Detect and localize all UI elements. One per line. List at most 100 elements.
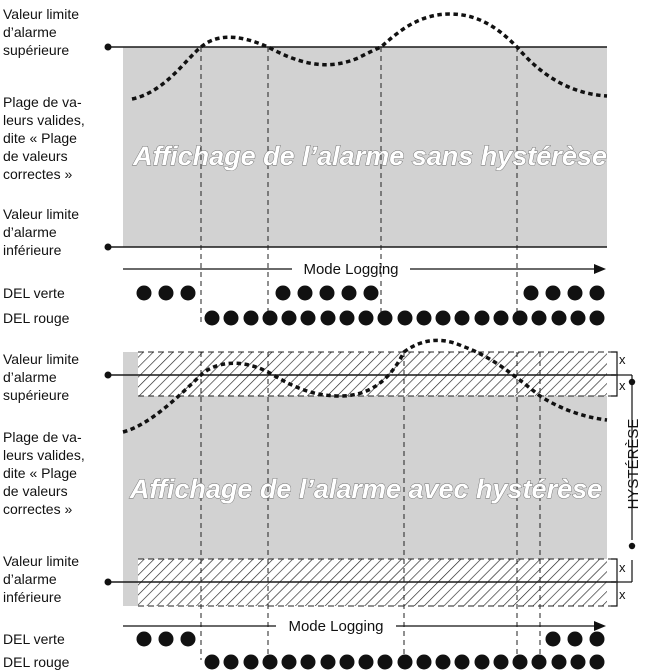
led-dot: [512, 654, 528, 670]
led-dot: [243, 310, 259, 326]
led-dot: [281, 310, 297, 326]
led-dot: [570, 654, 586, 670]
led-dot: [454, 310, 470, 326]
lower-limit-label: Valeur limite d’alarme inférieure: [3, 206, 79, 258]
led-dot: [551, 310, 567, 326]
label-line: dite « Plage: [3, 130, 77, 146]
led-dot: [567, 285, 583, 301]
led-dot: [158, 631, 174, 647]
led-dot: [341, 285, 357, 301]
led-dot: [589, 631, 605, 647]
label-line: Plage de va-: [3, 429, 82, 445]
mode-logging-label: Mode Logging: [288, 618, 383, 635]
green-led-label: DEL verte: [3, 631, 65, 647]
alarm-title: Affichage de l’alarme sans hystérèse: [132, 141, 607, 171]
led-dot: [589, 310, 605, 326]
red-led-row: [204, 310, 605, 326]
led-dot: [454, 654, 470, 670]
valid-range-label: Plage de va- leurs valides, dite « Plage…: [3, 429, 85, 517]
led-dot: [319, 285, 335, 301]
green-led-row: [136, 631, 605, 647]
led-dot: [416, 654, 432, 670]
label-line: de valeurs: [3, 483, 68, 499]
upper-limit-label: Valeur limite d’alarme supérieure: [3, 6, 79, 58]
label-line: d’alarme: [3, 224, 57, 240]
led-dot: [435, 310, 451, 326]
led-dot: [512, 310, 528, 326]
led-dot: [297, 285, 313, 301]
led-dot: [531, 654, 547, 670]
hysteresis-dot-bottom: [628, 542, 636, 550]
led-dot: [358, 310, 374, 326]
label-line: inférieure: [3, 589, 62, 605]
valid-range-label: Plage de va- leurs valides, dite « Plage…: [3, 94, 85, 182]
hysteresis-dot-top: [628, 378, 636, 386]
panel-without-hysteresis: Affichage de l’alarme sans hystérèse Val…: [3, 6, 607, 326]
led-dot: [358, 654, 374, 670]
x-mark-1: x: [619, 352, 626, 367]
lower-limit-dot: [104, 578, 112, 586]
led-dot: [545, 285, 561, 301]
x-mark-4: x: [619, 587, 626, 602]
mode-logging-label: Mode Logging: [303, 261, 398, 278]
crossing-markers: [200, 47, 518, 322]
led-dot: [493, 654, 509, 670]
led-dot: [180, 631, 196, 647]
led-dot: [320, 654, 336, 670]
led-dot: [339, 310, 355, 326]
led-dot: [243, 654, 259, 670]
led-dot: [262, 310, 278, 326]
led-dot: [397, 654, 413, 670]
upper-limit-dot: [104, 371, 112, 379]
label-line: inférieure: [3, 242, 62, 258]
hysteresis-bounds: [138, 351, 611, 607]
led-dot: [262, 654, 278, 670]
led-dot: [136, 631, 152, 647]
led-dot: [397, 310, 413, 326]
red-led-label: DEL rouge: [3, 654, 70, 670]
led-dot: [589, 285, 605, 301]
led-dot: [435, 654, 451, 670]
led-dot: [223, 310, 239, 326]
led-dot: [551, 654, 567, 670]
led-dot: [180, 285, 196, 301]
label-line: Valeur limite: [3, 6, 79, 22]
mode-logging-arrow: Mode Logging: [123, 261, 606, 278]
panel-with-hysteresis: Affichage de l’alarme avec hystérèse Val…: [3, 338, 642, 670]
led-dot: [531, 310, 547, 326]
led-dot: [474, 654, 490, 670]
led-dot: [377, 654, 393, 670]
label-line: correctes »: [3, 166, 72, 182]
label-line: leurs valides,: [3, 447, 85, 463]
led-dot: [204, 310, 220, 326]
label-line: dite « Plage: [3, 465, 77, 481]
led-dot: [493, 310, 509, 326]
led-dot: [223, 654, 239, 670]
upper-hysteresis-zone: [138, 352, 607, 396]
green-led-row: [136, 285, 605, 301]
label-line: leurs valides,: [3, 112, 85, 128]
x-mark-2: x: [619, 378, 626, 393]
green-led-label: DEL verte: [3, 285, 65, 301]
label-line: Valeur limite: [3, 206, 79, 222]
measured-value-curve: [131, 12, 608, 101]
lower-limit-label: Valeur limite d’alarme inférieure: [3, 553, 79, 605]
label-line: Valeur limite: [3, 553, 79, 569]
upper-limit-label: Valeur limite d’alarme supérieure: [3, 351, 79, 403]
led-dot: [136, 285, 152, 301]
led-dot: [523, 285, 539, 301]
led-dot: [339, 654, 355, 670]
lower-limit-dot: [104, 243, 112, 251]
label-line: d’alarme: [3, 369, 57, 385]
led-dot: [275, 285, 291, 301]
hysteresis-bracket: [611, 351, 633, 607]
red-led-label: DEL rouge: [3, 310, 70, 326]
hysteresis-label: HYSTÉRÈSE: [625, 419, 642, 510]
led-dot: [363, 285, 379, 301]
mode-logging-arrow: Mode Logging: [123, 618, 606, 635]
led-dot: [567, 631, 583, 647]
label-line: correctes »: [3, 501, 72, 517]
label-line: supérieure: [3, 42, 69, 58]
led-dot: [281, 654, 297, 670]
alarm-title: Affichage de l’alarme avec hystérèse: [129, 474, 602, 504]
